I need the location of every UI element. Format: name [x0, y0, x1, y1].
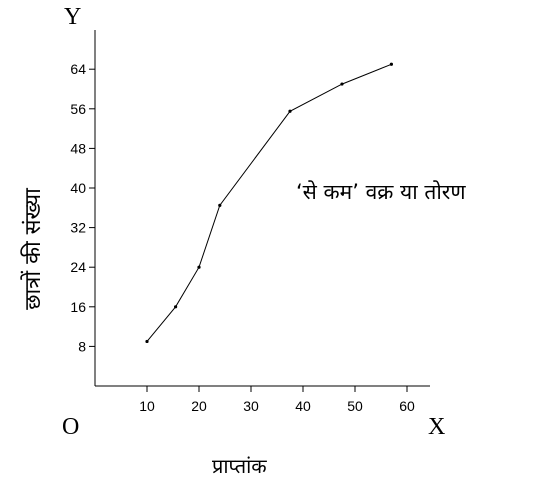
- x-tick-label: 10: [139, 398, 155, 414]
- x-axis-label: प्राप्तांक: [212, 454, 267, 478]
- origin-label: O: [62, 414, 79, 440]
- x-axis-letter: X: [428, 414, 445, 440]
- y-tick-label: 40: [70, 180, 86, 196]
- y-ticks: 8 16 24 32 40 48 56 64: [70, 61, 95, 354]
- curve-annotation: ‘से कम’ वक्र या तोरण: [296, 180, 466, 204]
- y-tick-label: 24: [70, 259, 86, 275]
- data-point: [218, 203, 222, 207]
- data-point: [145, 339, 149, 344]
- data-point: [197, 265, 201, 269]
- y-tick-label: 64: [70, 61, 86, 77]
- x-tick-label: 60: [399, 398, 415, 414]
- data-point: [389, 62, 393, 66]
- y-tick-label: 48: [70, 140, 86, 156]
- x-ticks: 10 20 30 40 50 60: [139, 386, 415, 414]
- y-tick-label: 8: [78, 338, 86, 354]
- data-point: [174, 305, 178, 309]
- y-axis-letter: Y: [64, 4, 81, 30]
- y-tick-label: 16: [70, 299, 86, 315]
- x-tick-label: 30: [243, 398, 259, 414]
- y-tick-label: 32: [70, 220, 86, 236]
- x-tick-label: 50: [347, 398, 363, 414]
- series-group: [145, 62, 393, 344]
- x-tick-label: 20: [191, 398, 207, 414]
- axes: [94, 30, 430, 387]
- y-axis-label: छात्रों की संख्या: [20, 188, 46, 310]
- y-tick-label: 56: [70, 101, 86, 117]
- data-point: [288, 109, 292, 113]
- data-point: [340, 82, 344, 86]
- x-tick-label: 40: [295, 398, 311, 414]
